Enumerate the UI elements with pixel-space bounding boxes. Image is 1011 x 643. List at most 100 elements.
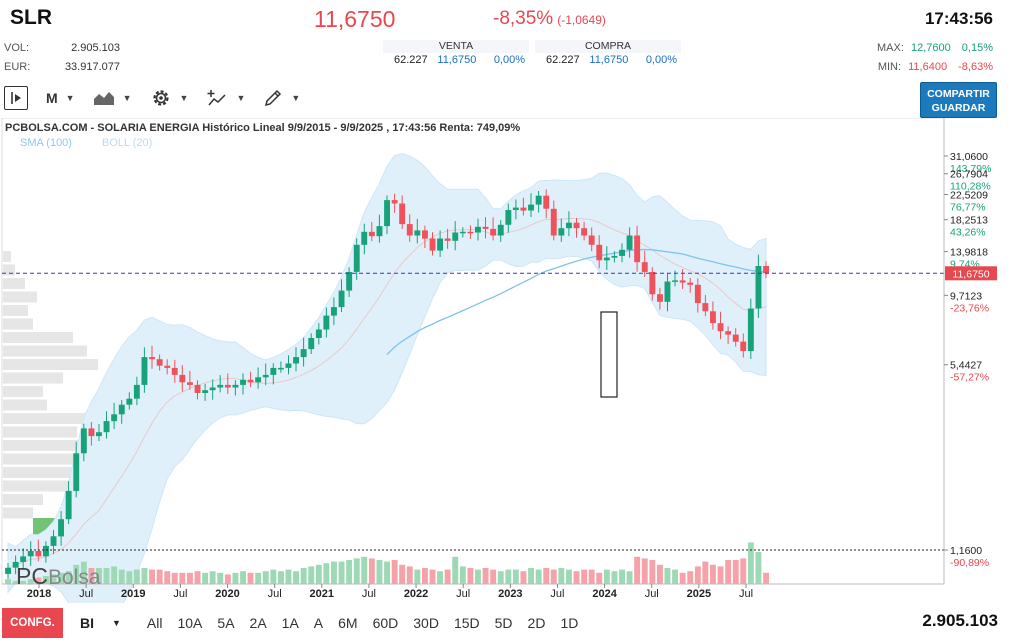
candle-body (262, 374, 269, 378)
volume-profile-bar (3, 494, 43, 505)
volume-profile-bar (3, 305, 28, 316)
candle-body (232, 384, 239, 388)
candle-body (384, 200, 390, 227)
candle-body (497, 224, 504, 236)
area-chart-icon (93, 92, 114, 105)
candle-body (202, 390, 209, 393)
volume-bar (149, 569, 155, 584)
interval-dropdown[interactable]: BI ▼ (80, 615, 121, 631)
volume-bar (35, 577, 42, 584)
x-tick-label: 2018 (27, 588, 51, 600)
candle-body (315, 329, 322, 338)
volume-profile-bar (3, 467, 99, 478)
volume-bar (603, 569, 610, 584)
candle-body (308, 338, 315, 350)
volume-bar (672, 569, 678, 584)
change-percent: -8,35% (493, 8, 554, 29)
volume-bar (118, 569, 125, 584)
volume-bar (202, 572, 209, 584)
volume-bar (399, 564, 406, 584)
watermark-pc: PC (16, 563, 48, 589)
candle-body (444, 238, 451, 241)
candle-body (694, 284, 701, 304)
volume-bar (550, 569, 557, 584)
range-option[interactable]: 2D (527, 615, 546, 631)
volume-bar (308, 566, 315, 584)
chart-type-dropdown[interactable]: ▼ (93, 90, 132, 106)
volume-bar (171, 572, 178, 584)
volume-bar (384, 561, 390, 584)
volume-bar (88, 568, 95, 584)
x-tick-label: 2022 (404, 588, 428, 600)
settings-dropdown[interactable]: ▼ (150, 87, 188, 109)
highlight-box (600, 311, 618, 398)
volume-bar (43, 576, 49, 584)
quote-time: 17:43:56 (924, 9, 993, 28)
volume-bar (353, 558, 360, 584)
range-option[interactable]: 6M (338, 615, 358, 631)
volume-bar (232, 572, 239, 584)
range-option[interactable]: 1D (560, 615, 579, 631)
range-option[interactable]: 30D (413, 615, 439, 631)
candle-body (664, 281, 671, 302)
volume-profile-bar (3, 372, 63, 384)
candle-body (217, 384, 224, 388)
y-tick-label: 31,0600 (950, 151, 988, 163)
y-tick-label: 18,2513 (950, 215, 988, 227)
candle-body (20, 556, 27, 562)
volume-profile-bar (3, 413, 89, 424)
candle-body (581, 228, 588, 236)
volume-bar (687, 571, 694, 584)
candle-body (43, 545, 49, 557)
candle-body (156, 359, 163, 366)
candle-body (58, 519, 64, 537)
max-label: MAX: (877, 42, 904, 54)
price-chart[interactable]: 31,0600 143,79% 26,7904 110,28% 22,5209 76,77… (0, 117, 1011, 634)
candle-body (406, 224, 413, 236)
bottom-bar: CONFG. BI ▼ All 10A 5A 2A 1A A 6M 60D 30D 15D 5D 2D 1… (0, 605, 1011, 641)
range-option[interactable]: 5A (217, 615, 235, 631)
config-button[interactable]: CONFG. (2, 608, 63, 638)
chevron-down-icon: ▼ (65, 93, 75, 103)
candle-body (437, 238, 443, 251)
candle-body (603, 257, 610, 261)
volume-bar (111, 566, 118, 584)
max-pct: 0,15% (961, 42, 993, 54)
period-dropdown[interactable]: M ▼ (46, 90, 75, 106)
toggle-panel-button[interactable] (4, 86, 28, 110)
range-option[interactable]: 10A (177, 615, 203, 631)
bollinger-band (7, 153, 767, 634)
chart-canvas[interactable]: 31,0600143,79%26,7904110,28%22,520976,77… (0, 117, 1011, 634)
chevron-down-icon: ▼ (122, 93, 132, 103)
range-option[interactable]: All (146, 615, 163, 631)
volume-bar (12, 580, 19, 584)
candle-body (126, 398, 133, 405)
x-tick-label: Jul (268, 588, 282, 600)
candle-body (755, 266, 762, 309)
volume-bar (27, 579, 34, 584)
range-option[interactable]: A (313, 615, 324, 631)
volume-bar (141, 568, 148, 584)
share-save-button[interactable]: COMPARTIR GUARDAR (920, 82, 997, 118)
range-option[interactable]: 15D (453, 615, 480, 631)
x-tick-label: 2025 (687, 588, 711, 600)
volume-bar (520, 571, 527, 584)
watermark-bolsa: Bolsa (48, 566, 101, 589)
volume-profile-bar (3, 251, 11, 262)
candle-body (422, 230, 428, 239)
draw-tools-dropdown[interactable]: ▼ (263, 88, 300, 108)
x-tick-label: Jul (456, 588, 470, 600)
range-option[interactable]: 60D (372, 615, 399, 631)
max-stat: MAX: 12,7600 0,15% (877, 42, 993, 54)
candle-body (763, 266, 769, 274)
range-option[interactable]: 1A (281, 615, 299, 631)
indicators-dropdown[interactable]: ▼ (206, 89, 245, 107)
buy-header: COMPRA (584, 40, 632, 52)
volume-bar (732, 560, 739, 584)
volume-bar (285, 569, 292, 584)
range-option[interactable]: 2A (249, 615, 267, 631)
range-option[interactable]: 5D (494, 615, 513, 631)
volume-bar (528, 568, 534, 584)
volume-bar (467, 568, 474, 584)
volume-profile-bar (3, 345, 87, 357)
